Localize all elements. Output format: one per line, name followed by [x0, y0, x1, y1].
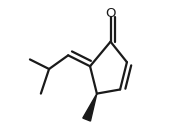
- Polygon shape: [83, 94, 97, 121]
- Text: O: O: [105, 7, 116, 20]
